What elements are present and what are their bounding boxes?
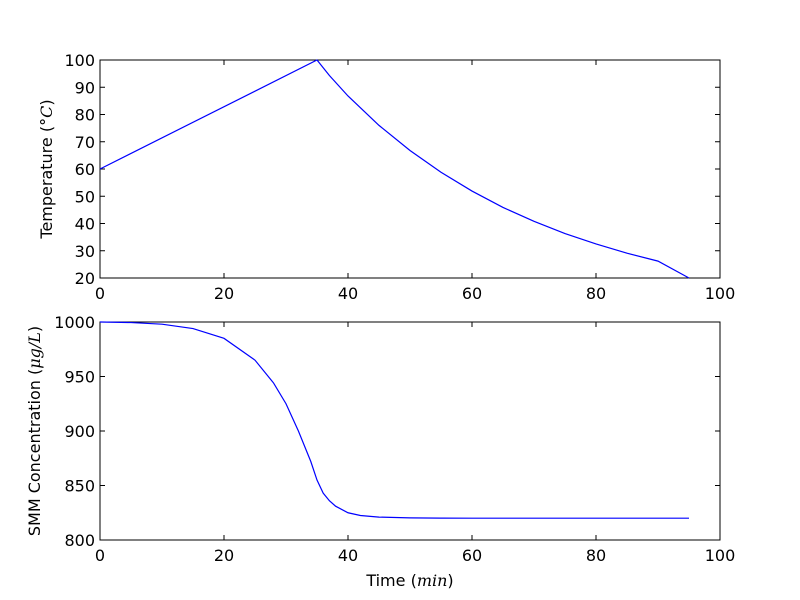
concentration-y-tick-label: 850	[64, 477, 95, 496]
temperature-x-tick-label: 0	[95, 284, 105, 303]
temperature-ticks	[99, 59, 721, 279]
temperature-x-tick-label: 60	[462, 284, 482, 303]
concentration-y-axis-label: SMM Concentration (μg/L)	[25, 326, 44, 536]
temperature-y-tick-label: 50	[75, 187, 95, 206]
concentration-y-tick-label: 800	[64, 531, 95, 550]
temperature-y-tick-label: 30	[75, 242, 95, 261]
temperature-x-tick-label: 40	[338, 284, 358, 303]
concentration-x-tick-label: 20	[214, 546, 234, 565]
temperature-y-tick-label: 60	[75, 160, 95, 179]
concentration-tick-labels: 0 20 40 60 80 100 800 850 900 950 1000	[54, 313, 735, 565]
concentration-series-line	[99, 321, 689, 519]
concentration-y-tick-label: 1000	[54, 313, 95, 332]
concentration-y-tick-label: 950	[64, 368, 95, 387]
temperature-y-tick-label: 100	[64, 51, 95, 70]
temperature-y-tick-label: 70	[75, 133, 95, 152]
concentration-x-tick-label: 40	[338, 546, 358, 565]
concentration-x-tick-label: 100	[705, 546, 736, 565]
concentration-x-tick-label: 0	[95, 546, 105, 565]
concentration-x-tick-label: 60	[462, 546, 482, 565]
temperature-x-tick-label: 20	[214, 284, 234, 303]
temperature-y-tick-label: 80	[75, 106, 95, 125]
concentration-y-tick-label: 900	[64, 422, 95, 441]
temperature-y-tick-label: 40	[75, 215, 95, 234]
concentration-chart: 0 20 40 60 80 100 800 850 900 950 1000 SMM Concent…	[25, 313, 735, 590]
concentration-ticks	[99, 321, 721, 541]
temperature-y-tick-label: 20	[75, 269, 95, 288]
temperature-y-axis-label: Temperature (°C)	[37, 99, 56, 239]
concentration-x-tick-label: 80	[586, 546, 606, 565]
concentration-plot-frame	[99, 321, 721, 541]
temperature-y-tick-label: 90	[75, 78, 95, 97]
temperature-x-tick-label: 80	[586, 284, 606, 303]
temperature-x-tick-label: 100	[705, 284, 736, 303]
concentration-x-axis-label: Time (min)	[365, 571, 453, 590]
temperature-plot-frame	[99, 59, 721, 279]
temperature-series-line	[99, 59, 690, 279]
